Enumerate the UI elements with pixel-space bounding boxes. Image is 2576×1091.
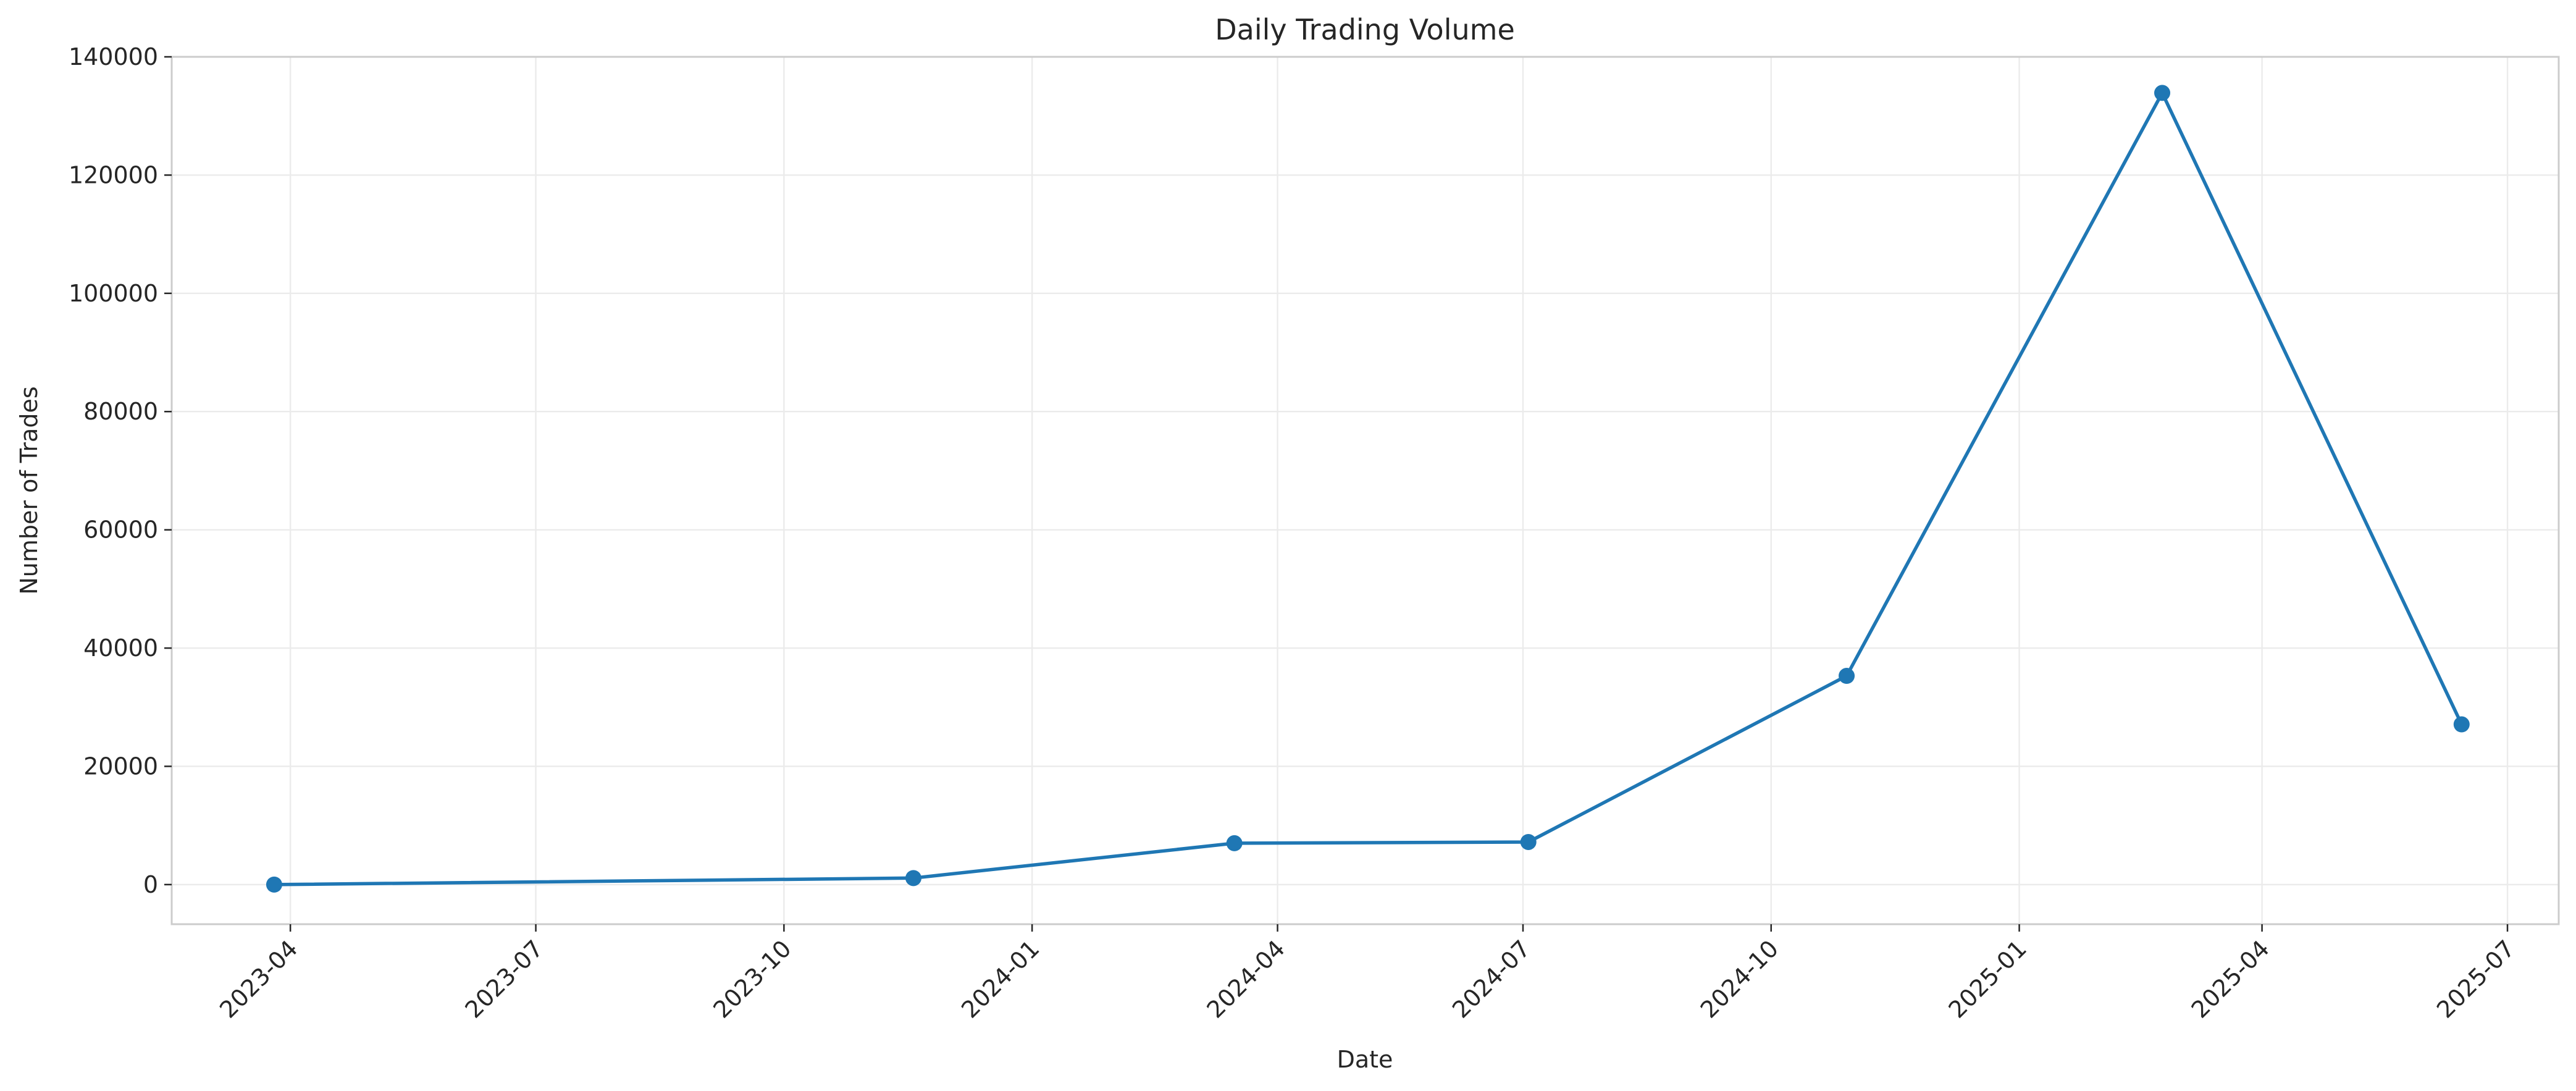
data-point xyxy=(1520,833,1537,850)
y-axis-label: Number of Trades xyxy=(15,386,43,594)
y-tick-label: 40000 xyxy=(83,634,158,662)
y-tick-label: 100000 xyxy=(69,280,158,307)
data-point xyxy=(266,876,282,893)
y-tick-label: 120000 xyxy=(69,161,158,188)
chart-title: Daily Trading Volume xyxy=(1215,13,1515,46)
data-point xyxy=(1839,668,1855,685)
y-tick-label: 0 xyxy=(143,871,158,898)
y-tick-label: 20000 xyxy=(83,752,158,780)
plot-frame xyxy=(170,56,2560,925)
y-tick-label: 60000 xyxy=(83,516,158,544)
data-point xyxy=(2154,85,2171,101)
data-point xyxy=(2453,716,2470,733)
grid-lines xyxy=(172,56,2559,924)
plot-area-background xyxy=(172,57,2559,924)
data-point xyxy=(905,870,921,887)
y-tick-label: 80000 xyxy=(83,398,158,425)
y-tick-label: 140000 xyxy=(69,43,158,70)
data-point xyxy=(1226,835,1243,851)
series-layer xyxy=(266,85,2470,893)
x-axis-label: Date xyxy=(1337,1046,1393,1073)
